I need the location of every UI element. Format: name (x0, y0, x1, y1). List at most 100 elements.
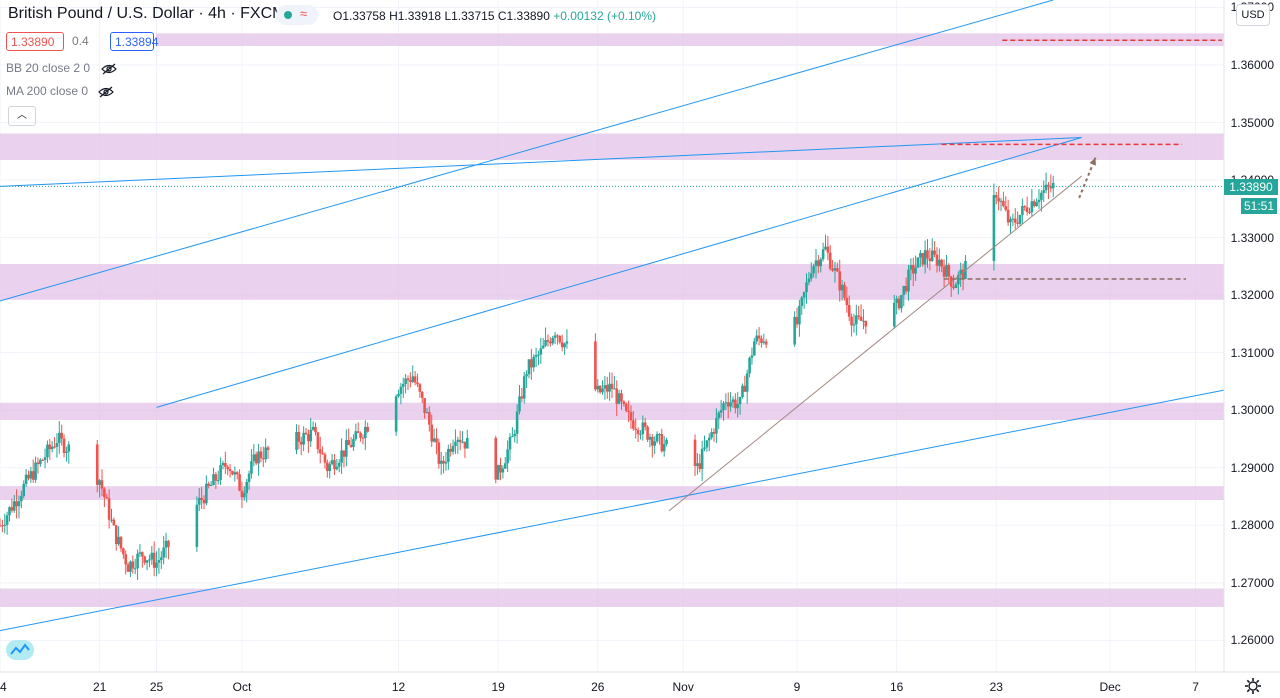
candle-body (330, 460, 334, 465)
candle-body (627, 410, 630, 412)
price-tick-label: 1.28000 (1230, 518, 1274, 533)
candle-body (399, 386, 403, 394)
candle-body (155, 562, 158, 568)
hidden-eye-icon[interactable] (101, 63, 117, 75)
candle-body (418, 384, 422, 392)
candle-body (703, 447, 706, 449)
candle-body (757, 335, 761, 339)
time-tick-label: 23 (989, 680, 1003, 694)
candle-body (46, 444, 49, 458)
candle-body (961, 269, 965, 279)
candle-body (1011, 218, 1015, 220)
candle-body (897, 298, 901, 309)
candle-body (938, 259, 941, 266)
hidden-eye-icon[interactable] (98, 86, 114, 98)
candle-body (1004, 206, 1008, 210)
candle-body (928, 258, 932, 261)
candle-body (930, 250, 934, 261)
candle-body (833, 268, 837, 271)
candle-body (717, 412, 721, 419)
grid (0, 0, 1224, 672)
candle-body (902, 286, 906, 295)
candle-body (243, 493, 246, 498)
candle-body (138, 552, 142, 554)
candle-body (259, 451, 263, 459)
indicator-ma-label: MA 200 close 0 (6, 84, 89, 98)
candle-body (698, 463, 702, 469)
candle-body (613, 388, 616, 390)
candle-body (466, 438, 469, 449)
candle-body (240, 490, 244, 498)
candle-body (366, 426, 369, 432)
candle-body (1051, 182, 1055, 189)
candle-body (95, 444, 99, 485)
candle-body (131, 561, 135, 569)
candle-body (442, 460, 445, 464)
candle-body (361, 437, 365, 439)
candle-body (641, 422, 645, 435)
candle-body (41, 459, 44, 461)
candle-body (662, 444, 666, 452)
wave-icon: ≈ (300, 6, 308, 21)
candle-body (560, 342, 564, 348)
candle-body (110, 519, 113, 521)
candle-body (828, 252, 832, 269)
candle-body (333, 460, 336, 470)
candle-body (205, 483, 208, 504)
time-tick-label: 9 (793, 680, 801, 694)
candle-body (157, 560, 161, 563)
candle-body (1021, 206, 1024, 215)
candle-body (1, 525, 4, 527)
currency-button[interactable]: USD (1236, 4, 1270, 26)
indicator-ma[interactable]: MA 200 close 0 (6, 84, 88, 98)
candle-body (852, 324, 856, 326)
candle-body (736, 404, 740, 409)
channel-line (0, 137, 1082, 187)
current-price-label: 1.33890 (1224, 179, 1278, 195)
candle-body (36, 462, 40, 465)
candle-body (461, 441, 464, 443)
candle-body (537, 354, 540, 356)
candle-body (439, 460, 443, 464)
candle-body (812, 266, 815, 274)
symbol-title[interactable]: British Pound / U.S. Dollar · 4h · FXCM (8, 5, 285, 23)
candle-body (821, 249, 825, 260)
candle-body (15, 501, 18, 507)
candle-body (565, 341, 569, 344)
candle-body (107, 498, 111, 520)
candle-body (748, 357, 751, 374)
candle-body (1016, 222, 1019, 224)
gear-icon[interactable] (1244, 677, 1262, 695)
price-tick-label: 1.26000 (1230, 633, 1274, 648)
ohlc-close: C1.33890 (497, 9, 550, 23)
price-tick-label: 1.31000 (1230, 345, 1274, 360)
candle-body (850, 316, 853, 326)
candle-body (197, 497, 201, 505)
candle-body (518, 396, 521, 412)
candle-body (53, 446, 56, 448)
candle-body (793, 316, 796, 345)
candle-body (8, 507, 11, 516)
candle-body (1042, 190, 1046, 193)
candle-body (349, 444, 353, 448)
candle-body (658, 434, 661, 436)
candle-body (511, 436, 514, 438)
candle-body (297, 431, 301, 442)
candle-body (926, 250, 929, 259)
candle-body (525, 374, 528, 377)
candle-body (992, 195, 996, 261)
candle-body (345, 440, 348, 457)
candle-body (515, 411, 519, 434)
tradingview-logo-icon[interactable] (6, 640, 34, 660)
candle-body (409, 380, 412, 382)
candle-body (117, 536, 120, 545)
candle-body (643, 422, 647, 427)
collapse-legend-button[interactable]: ︿ (8, 106, 36, 126)
indicator-bb[interactable]: BB 20 close 2 0 (6, 61, 90, 75)
market-status-toggle[interactable]: ≈ (276, 5, 318, 25)
buy-price-box[interactable]: 1.33894 (110, 32, 158, 51)
candle-body (904, 286, 908, 292)
sell-price-box[interactable]: 1.33890 (6, 32, 64, 51)
projection-arrow-line (1078, 157, 1097, 199)
